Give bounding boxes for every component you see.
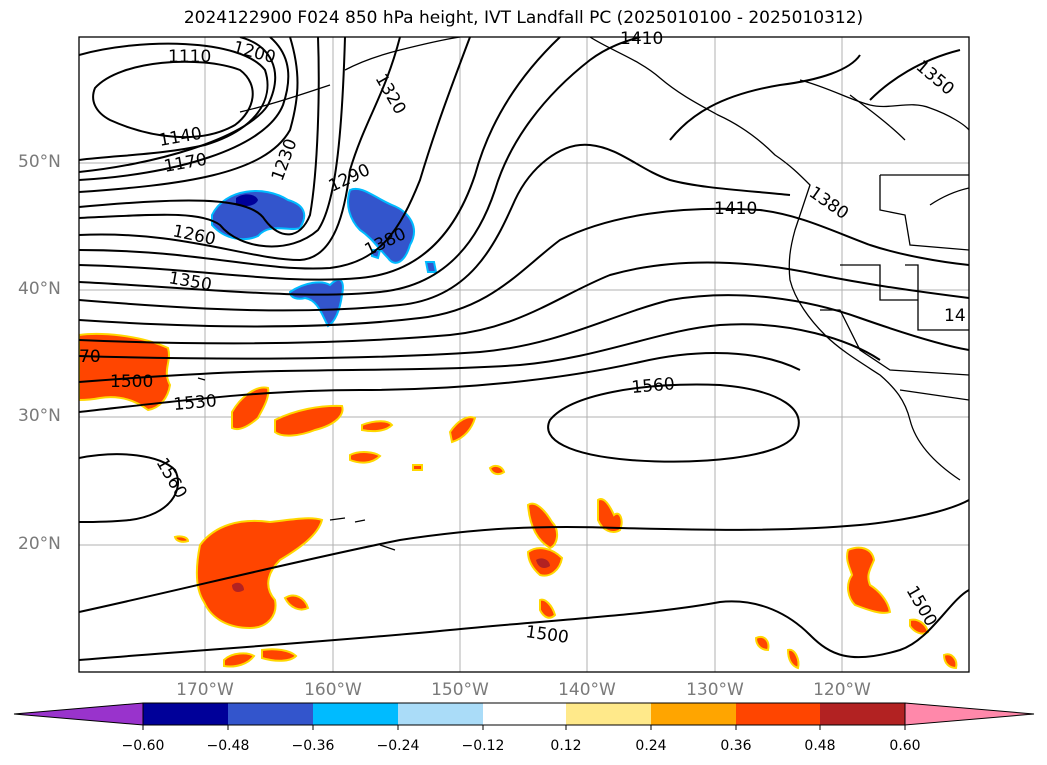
contour-label: 1200 [231,38,278,69]
contour-label: 1410 [714,199,757,219]
contour-label: 1410 [620,29,663,49]
lat-label: 50°N [18,152,61,172]
contour-label: 1500 [524,622,570,648]
contour-label: 1320 [371,71,410,118]
colorbar-tick-label: 0.24 [635,738,667,754]
colorbar [13,702,1035,730]
lat-label: 30°N [18,406,61,426]
ivt-pos-core [232,582,244,593]
contour-label: 1170 [162,150,208,177]
graticule [79,37,969,672]
ivt-positive-fills [79,332,958,670]
colorbar-tick-label: 0.60 [889,738,921,754]
ivt-pos-core [536,558,550,568]
contour-label: 1230 [268,136,302,183]
lon-label: 150°W [431,680,489,700]
colorbar-tick-label: 0.36 [720,738,752,754]
contour-label: 1350 [912,57,958,100]
lat-label: 20°N [18,534,61,554]
contour-label: 14 [944,306,966,326]
contour-label: 1560 [152,455,191,502]
colorbar-tick-label: −0.12 [461,738,505,754]
height-contours [79,37,969,661]
lon-label: 170°W [176,680,234,700]
contour-label: 1380 [805,183,852,224]
colorbar-tick-label: 0.48 [804,738,836,754]
ivt-negative-fills [211,187,438,328]
contour-label: 70 [79,347,101,367]
lat-label: 40°N [18,279,61,299]
colorbar-extend-high [904,702,1035,726]
lon-label: 130°W [686,680,744,700]
colorbar-tick-label: −0.60 [121,738,165,754]
colorbar-tick-label: −0.36 [291,738,335,754]
contour-label: 1530 [173,391,218,415]
contour-label: 1500 [902,583,941,630]
lon-label: 140°W [558,680,616,700]
contour-label: 1500 [110,372,153,392]
coastlines [197,37,969,551]
lon-label: 120°W [813,680,871,700]
lon-label: 160°W [304,680,362,700]
colorbar-tick-label: −0.48 [206,738,250,754]
plot-frame [78,36,970,673]
contour-label: 1260 [171,221,217,250]
chart-title: 2024122900 F024 850 hPa height, IVT Land… [183,8,864,28]
contour-label: 1560 [631,374,676,398]
contour-label: 1110 [168,47,211,67]
colorbar-extend-low [13,702,144,726]
colorbar-tick-label: −0.24 [376,738,420,754]
colorbar-tick-label: 0.12 [550,738,582,754]
ivt-neg-core [236,194,258,207]
